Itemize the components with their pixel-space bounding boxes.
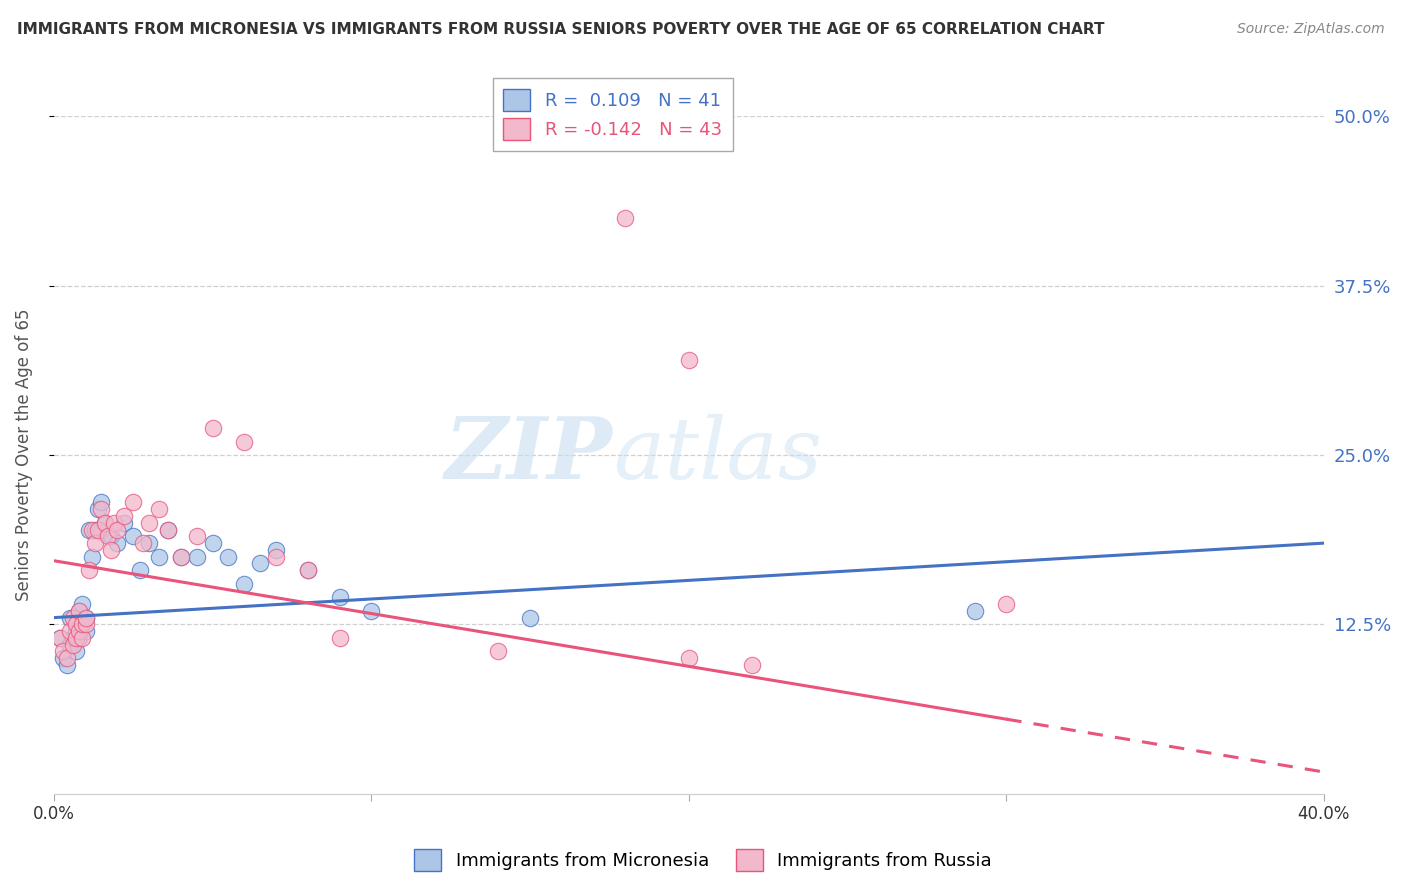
Point xyxy=(72,631,94,645)
Point xyxy=(233,576,256,591)
Point xyxy=(59,610,82,624)
Point xyxy=(329,591,352,605)
Point xyxy=(90,523,112,537)
Point xyxy=(49,631,72,645)
Point xyxy=(329,631,352,645)
Point xyxy=(75,617,97,632)
Point xyxy=(65,624,87,639)
Point xyxy=(67,604,90,618)
Point xyxy=(62,610,84,624)
Point xyxy=(90,502,112,516)
Point xyxy=(105,523,128,537)
Point xyxy=(59,638,82,652)
Point xyxy=(157,523,180,537)
Point xyxy=(55,651,77,665)
Point xyxy=(148,502,170,516)
Point xyxy=(80,549,103,564)
Point xyxy=(77,523,100,537)
Text: Source: ZipAtlas.com: Source: ZipAtlas.com xyxy=(1237,22,1385,37)
Legend: Immigrants from Micronesia, Immigrants from Russia: Immigrants from Micronesia, Immigrants f… xyxy=(406,842,1000,879)
Point xyxy=(80,523,103,537)
Point xyxy=(614,211,637,225)
Point xyxy=(678,651,700,665)
Point xyxy=(52,651,75,665)
Point xyxy=(100,542,122,557)
Point xyxy=(138,516,160,530)
Point xyxy=(128,563,150,577)
Point xyxy=(186,549,208,564)
Point xyxy=(87,523,110,537)
Point xyxy=(72,617,94,632)
Point xyxy=(75,610,97,624)
Point xyxy=(486,644,509,658)
Point xyxy=(100,529,122,543)
Point xyxy=(97,529,120,543)
Point xyxy=(65,617,87,632)
Point xyxy=(84,536,107,550)
Point xyxy=(148,549,170,564)
Point xyxy=(264,549,287,564)
Point xyxy=(519,610,541,624)
Point xyxy=(67,624,90,639)
Point xyxy=(360,604,382,618)
Point xyxy=(297,563,319,577)
Point xyxy=(87,502,110,516)
Point xyxy=(105,536,128,550)
Text: ZIP: ZIP xyxy=(444,413,613,497)
Point xyxy=(297,563,319,577)
Point xyxy=(93,516,115,530)
Point xyxy=(77,563,100,577)
Point xyxy=(678,353,700,368)
Point xyxy=(138,536,160,550)
Point xyxy=(90,495,112,509)
Point xyxy=(170,549,193,564)
Point xyxy=(103,516,125,530)
Point xyxy=(122,529,145,543)
Point xyxy=(112,516,135,530)
Point xyxy=(201,421,224,435)
Point xyxy=(122,495,145,509)
Point xyxy=(84,523,107,537)
Point xyxy=(55,658,77,673)
Point xyxy=(62,638,84,652)
Point xyxy=(49,631,72,645)
Point xyxy=(67,631,90,645)
Point xyxy=(52,644,75,658)
Point xyxy=(75,624,97,639)
Y-axis label: Seniors Poverty Over the Age of 65: Seniors Poverty Over the Age of 65 xyxy=(15,309,32,601)
Text: IMMIGRANTS FROM MICRONESIA VS IMMIGRANTS FROM RUSSIA SENIORS POVERTY OVER THE AG: IMMIGRANTS FROM MICRONESIA VS IMMIGRANTS… xyxy=(17,22,1104,37)
Point xyxy=(132,536,155,550)
Point xyxy=(59,624,82,639)
Point xyxy=(995,597,1018,611)
Point xyxy=(67,604,90,618)
Point xyxy=(65,631,87,645)
Point xyxy=(62,631,84,645)
Point xyxy=(264,542,287,557)
Point xyxy=(170,549,193,564)
Point xyxy=(249,557,271,571)
Point xyxy=(186,529,208,543)
Point xyxy=(963,604,986,618)
Point xyxy=(112,509,135,524)
Point xyxy=(65,644,87,658)
Point xyxy=(217,549,239,564)
Point xyxy=(72,597,94,611)
Point xyxy=(741,658,763,673)
Point xyxy=(157,523,180,537)
Text: atlas: atlas xyxy=(613,414,821,497)
Point xyxy=(93,516,115,530)
Point xyxy=(233,434,256,449)
Point xyxy=(75,610,97,624)
Point xyxy=(201,536,224,550)
Point xyxy=(72,617,94,632)
Legend: R =  0.109   N = 41, R = -0.142   N = 43: R = 0.109 N = 41, R = -0.142 N = 43 xyxy=(492,78,733,151)
